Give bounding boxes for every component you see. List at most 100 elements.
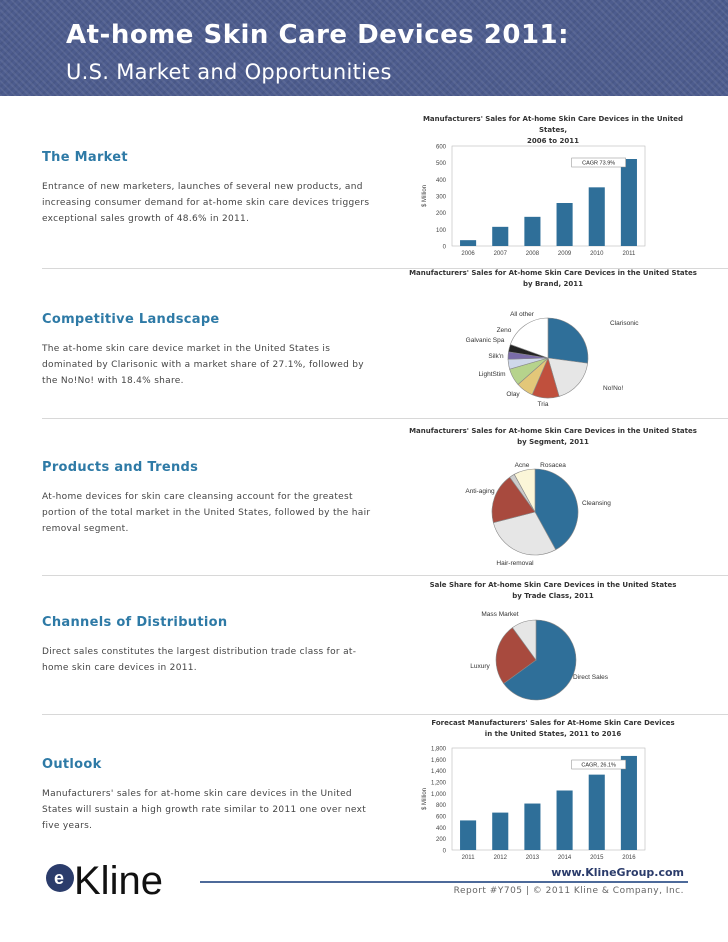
slice-label: Hair-removal <box>496 560 534 567</box>
y-tick-label: 400 <box>436 826 447 832</box>
x-tick-label: 2008 <box>526 251 540 257</box>
y-tick-label: 0 <box>443 245 447 251</box>
bar-chart-sales-2006-2011: 0 100 200 300 400 500 600 $ Million 2006 2007 2008… <box>422 145 646 257</box>
y-tick-label: 600 <box>436 815 447 821</box>
section-products: Products and Trends At-home devices for … <box>42 460 382 537</box>
slice-label: Luxury <box>470 663 490 670</box>
bar <box>588 187 605 246</box>
section-heading: Channels of Distribution <box>42 615 228 630</box>
pie-slice <box>534 468 579 551</box>
slice-label: Mass Market <box>481 611 518 618</box>
slice-label: Olay <box>506 391 520 398</box>
y-tick-label: 1,200 <box>431 781 447 787</box>
slice-label: Anti-aging <box>465 488 495 495</box>
bar <box>524 216 541 246</box>
slice-label: No!No! <box>603 385 623 392</box>
y-tick-label: 800 <box>436 803 447 809</box>
x-tick-label: 2007 <box>494 251 508 257</box>
slice-label: All other <box>510 311 535 318</box>
chart-title-forecast: Forecast Manufacturers' Sales for At-Hom… <box>408 718 698 740</box>
section-body: Direct sales constitutes the largest dis… <box>42 647 357 673</box>
chart-title-line1: Sale Share for At-home Skin Care Devices… <box>429 581 677 589</box>
divider <box>42 268 728 269</box>
pie-slice <box>509 317 549 359</box>
pie-slice <box>491 476 536 524</box>
bar <box>460 240 477 246</box>
page-title: At-home Skin Care Devices 2011: <box>66 20 570 50</box>
slice-label: LightStim <box>478 371 505 378</box>
chart-title-line1: Manufacturers' Sales for At-home Skin Ca… <box>409 269 697 277</box>
page-subtitle: U.S. Market and Opportunities <box>66 60 392 84</box>
slice-label: Direct Sales <box>573 674 609 681</box>
y-tick-label: 600 <box>436 145 447 151</box>
y-tick-label: 500 <box>436 161 447 167</box>
footer-rule <box>200 881 688 883</box>
divider <box>42 418 728 419</box>
bar <box>492 226 509 246</box>
y-tick-label: 300 <box>436 195 447 201</box>
chart-title-trade-class: Sale Share for At-home Skin Care Devices… <box>408 580 698 602</box>
header-banner: At-home Skin Care Devices 2011: U.S. Mar… <box>0 0 728 96</box>
bar <box>620 755 637 850</box>
divider <box>42 714 728 715</box>
x-tick-label: 2013 <box>526 855 540 861</box>
footer-report-info: Report #Y705 | © 2011 Kline & Company, I… <box>453 886 684 896</box>
divider <box>42 575 728 576</box>
section-competitive: Competitive Landscape The at-home skin c… <box>42 312 382 389</box>
section-market: The Market Entrance of new marketers, la… <box>42 150 382 227</box>
bar <box>556 790 573 850</box>
pie-slice <box>513 468 536 513</box>
chart-title-line2: in the United States, 2011 to 2016 <box>484 730 622 738</box>
chart-title-line2: 2006 to 2011 <box>527 137 579 145</box>
x-tick-label: 2006 <box>461 251 475 257</box>
section-outlook: Outlook Manufacturers' sales for at-home… <box>42 757 382 834</box>
chart-title-line2: by Trade Class, 2011 <box>512 592 594 600</box>
pie-chart-segment: Cleansing Hair-removal Anti-aging Acne Rosac… <box>465 462 611 567</box>
bar <box>492 812 509 850</box>
chart-title-segment: Manufacturers' Sales for At-home Skin Ca… <box>408 426 698 448</box>
slice-label: Acne <box>515 462 530 469</box>
chart-title-line1: Forecast Manufacturers' Sales for At-Hom… <box>431 719 675 727</box>
slice-label: Rosacea <box>540 462 566 469</box>
y-tick-label: 100 <box>436 228 447 234</box>
x-tick-label: 2009 <box>558 251 572 257</box>
pie-slice <box>503 619 577 701</box>
y-tick-label: 400 <box>436 178 447 184</box>
bar <box>556 203 573 246</box>
section-heading: Products and Trends <box>42 460 199 475</box>
slice-label: Clarisonic <box>610 320 639 327</box>
slice-label: Tria <box>538 401 549 408</box>
chart-title-line1: Manufacturers' Sales for At-home Skin Ca… <box>409 427 697 435</box>
svg-text:e: e <box>54 868 64 888</box>
pie-chart-brand: Clarisonic No!No! Tria Olay LightStim Silk'n G… <box>466 311 640 408</box>
x-tick-label: 2015 <box>590 855 604 861</box>
pie-slice <box>495 627 537 684</box>
x-tick-label: 2014 <box>558 855 572 861</box>
x-tick-label: 2010 <box>590 251 604 257</box>
pie-chart-trade-class: Direct Sales Luxury Mass Market <box>470 611 609 701</box>
slice-label: Silk'n <box>488 353 504 360</box>
section-channels: Channels of Distribution Direct sales co… <box>42 615 382 676</box>
y-tick-label: 200 <box>436 211 447 217</box>
cagr-label: CAGR 73.9% <box>582 161 615 167</box>
section-body: The at-home skin care device market in t… <box>42 344 364 386</box>
y-axis-label: $ Million <box>422 788 428 810</box>
pie-slice <box>512 619 537 661</box>
x-tick-label: 2016 <box>622 855 636 861</box>
y-tick-label: 200 <box>436 837 447 843</box>
cagr-label: CAGR, 26.1% <box>581 763 616 769</box>
slice-label: Cleansing <box>582 500 611 507</box>
bar <box>460 820 477 850</box>
footer-website-link[interactable]: www.KlineGroup.com <box>551 866 684 879</box>
pie-slice <box>492 511 557 556</box>
chart-title-line1: Manufacturers' Sales for At-home Skin Ca… <box>422 115 684 134</box>
kline-logo: e Kline <box>46 859 163 900</box>
y-tick-label: 1,000 <box>431 792 447 798</box>
y-tick-label: 0 <box>443 849 447 855</box>
x-tick-label: 2012 <box>494 855 508 861</box>
section-heading: Outlook <box>42 757 102 772</box>
bar-chart-forecast: 0 200 400 600 800 1,000 1,200 1,400 1,600 1,800 $ … <box>422 747 646 861</box>
section-body: Manufacturers' sales for at-home skin ca… <box>42 789 367 831</box>
y-tick-label: 1,600 <box>431 758 447 764</box>
section-body: At-home devices for skin care cleansing … <box>42 492 371 534</box>
